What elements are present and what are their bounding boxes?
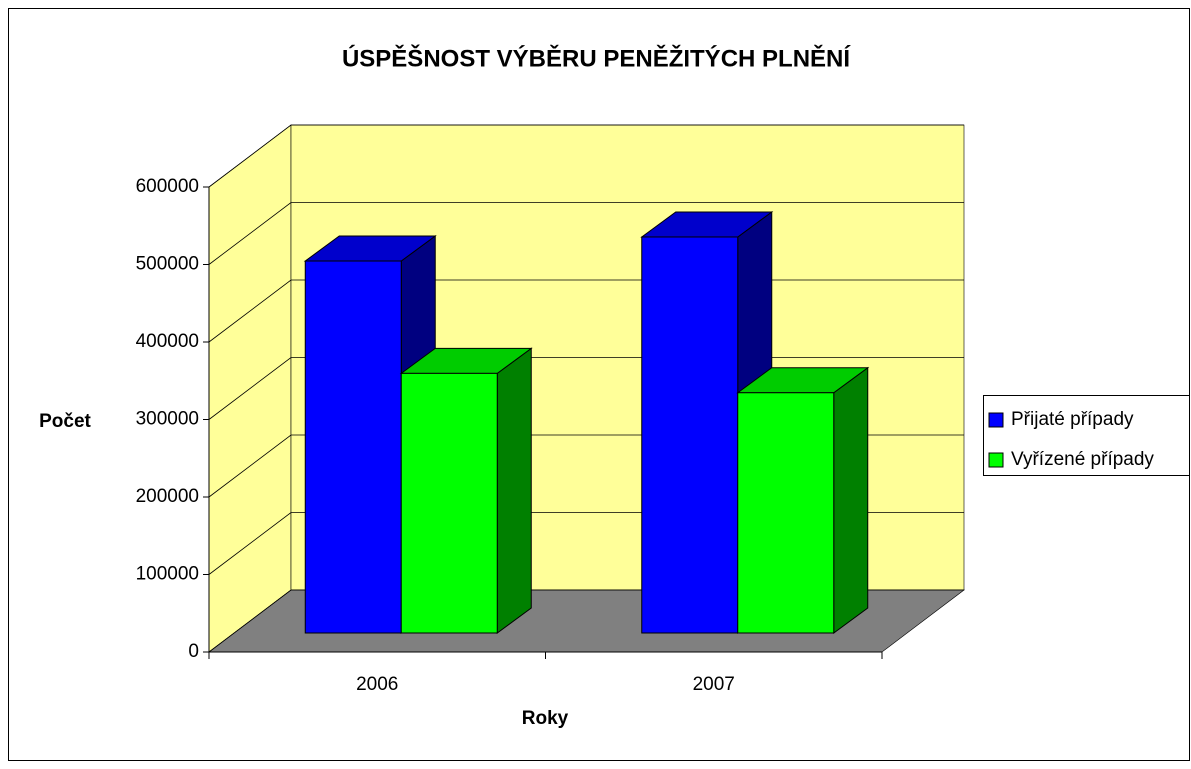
y-tick-label: 300000 bbox=[136, 409, 199, 430]
x-tick-label: 2007 bbox=[693, 674, 735, 695]
y-tick-label: 500000 bbox=[136, 254, 199, 275]
bar bbox=[400, 372, 498, 634]
bar bbox=[737, 392, 835, 634]
bar-side bbox=[496, 347, 532, 634]
y-tick-label: 0 bbox=[188, 641, 199, 662]
y-tick-label: 600000 bbox=[136, 176, 199, 197]
x-tick-label: 2006 bbox=[356, 674, 398, 695]
legend-swatch bbox=[988, 452, 1004, 468]
bar bbox=[641, 236, 739, 634]
y-tick-label: 400000 bbox=[136, 331, 199, 352]
y-tick-label: 100000 bbox=[136, 564, 199, 585]
bar bbox=[304, 260, 402, 634]
legend-label: Vyřízené případy bbox=[1011, 449, 1154, 470]
legend bbox=[983, 395, 1190, 476]
y-axis-title: Počet bbox=[39, 411, 91, 432]
grid-line bbox=[208, 202, 964, 265]
y-tick-label: 200000 bbox=[136, 486, 199, 507]
bar-side bbox=[833, 366, 869, 634]
chart-title: ÚSPĚŠNOST VÝBĚRU PENĚŽITÝCH PLNĚNÍ bbox=[342, 44, 851, 72]
grid-line bbox=[208, 124, 964, 188]
legend-label: Přijaté případy bbox=[1011, 409, 1134, 430]
x-axis-title: Roky bbox=[522, 708, 569, 729]
legend-swatch bbox=[988, 412, 1004, 428]
